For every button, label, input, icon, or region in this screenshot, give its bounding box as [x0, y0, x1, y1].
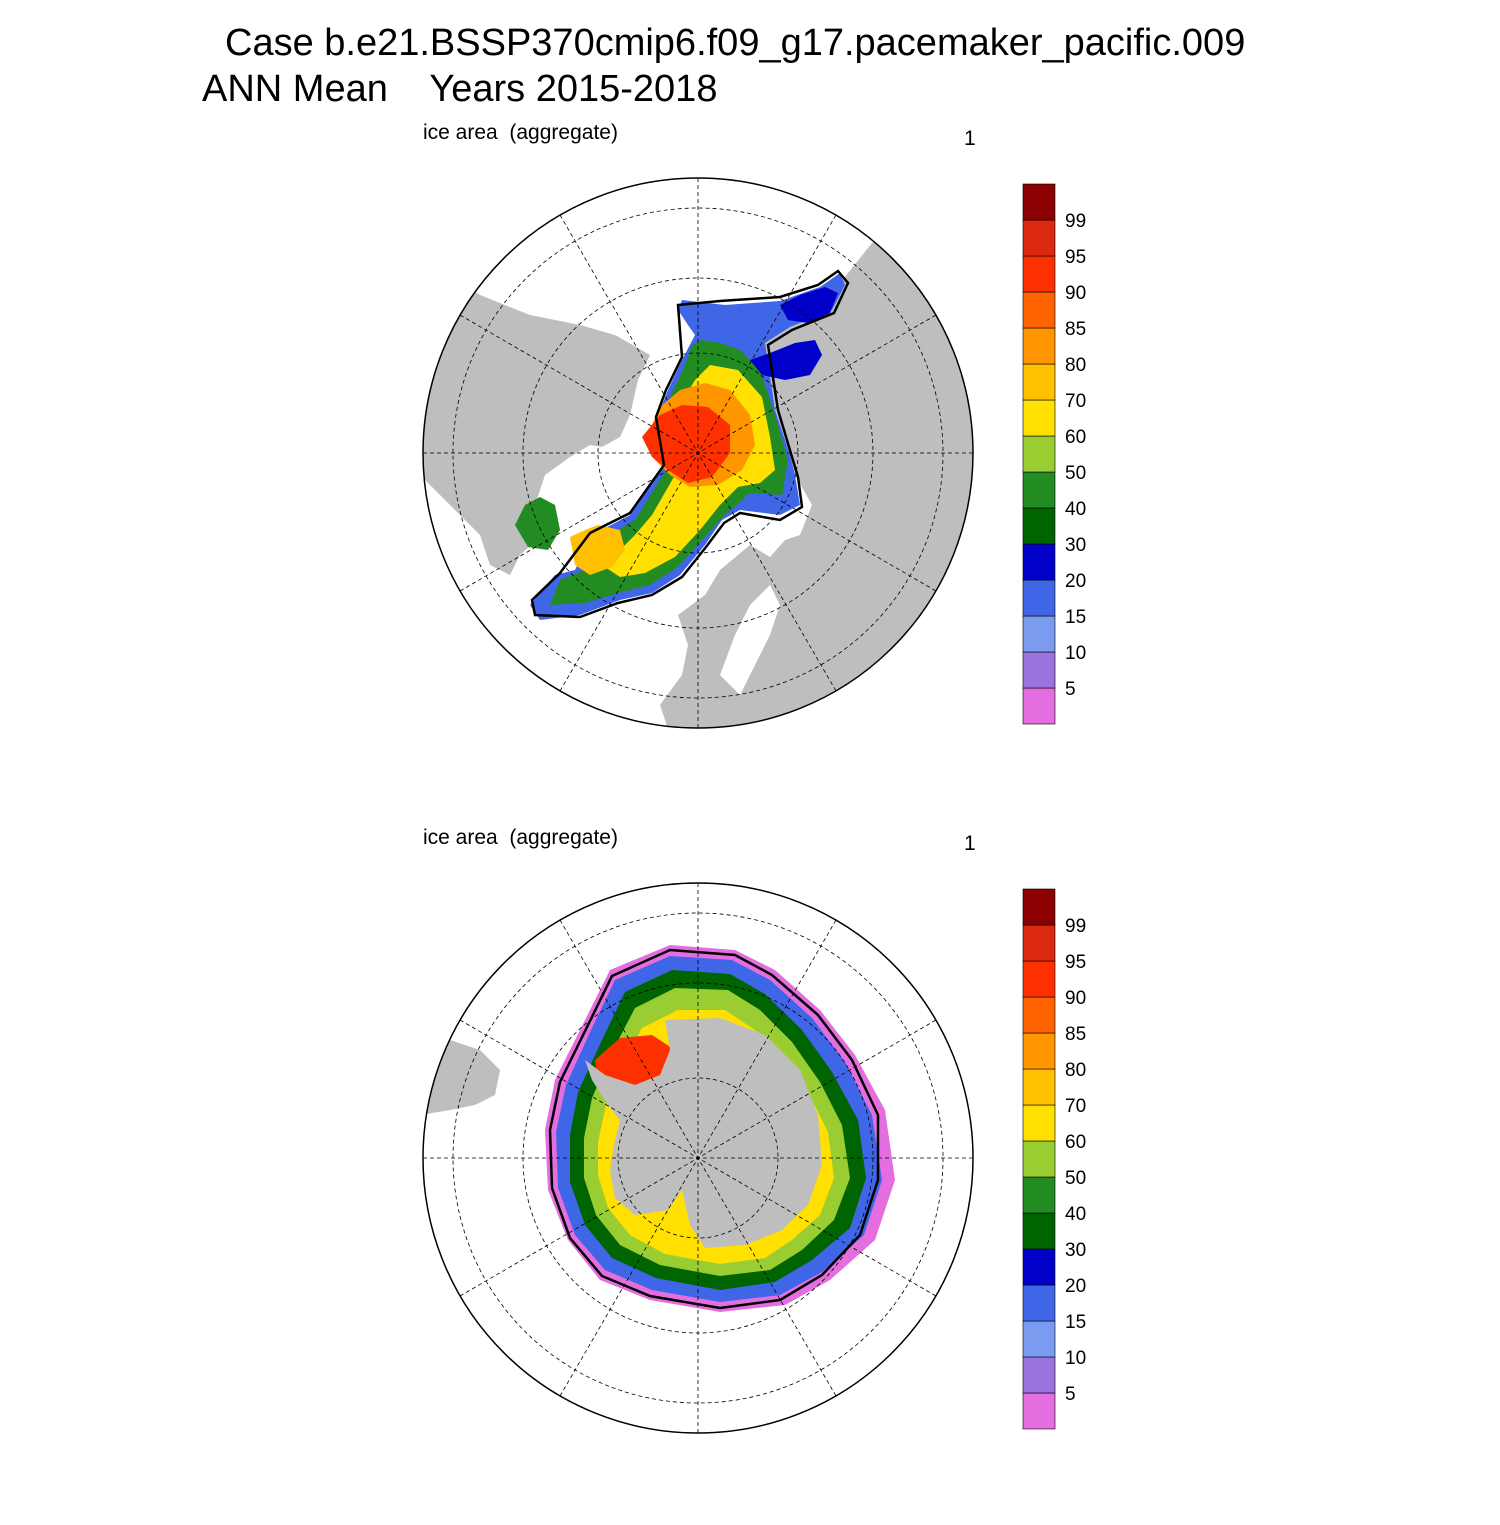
colorbar-label: 5: [1065, 1384, 1076, 1405]
panel-south-title: ice area (aggregate): [423, 826, 618, 849]
land-eurasia: [660, 230, 973, 728]
arctic-map: [422, 177, 974, 729]
panel-north-title: ice area (aggregate): [423, 121, 618, 144]
colorbar-label: 95: [1065, 952, 1086, 973]
graticule: [423, 178, 973, 728]
colorbar-box: [1022, 543, 1056, 581]
panel-north-units: 1: [964, 127, 976, 150]
colorbar-box: [1022, 1284, 1056, 1322]
colorbar-label: 95: [1065, 247, 1086, 268]
colorbar-box: [1022, 924, 1056, 962]
ice-okhotsk-sea: [780, 287, 838, 323]
colorbar-box: [1022, 1068, 1056, 1106]
colorbar-box: [1022, 1392, 1056, 1430]
colorbar-label: 50: [1065, 1168, 1086, 1189]
colorbar-label: 90: [1065, 283, 1086, 304]
panel-south: ice area (aggregate) 1: [0, 820, 1500, 1525]
colorbar-box: [1022, 1032, 1056, 1070]
colorbar-label: 10: [1065, 643, 1086, 664]
colorbar-label: 90: [1065, 988, 1086, 1009]
colorbar-label: 80: [1065, 355, 1086, 376]
colorbar-box: [1022, 363, 1056, 401]
colorbar-box: [1022, 1320, 1056, 1358]
ice-bering-sea: [750, 340, 822, 380]
colorbar-box: [1022, 435, 1056, 473]
colorbar-box: [1022, 291, 1056, 329]
colorbar-box: [1022, 327, 1056, 365]
figure-title-line1: Case b.e21.BSSP370cmip6.f09_g17.pacemake…: [225, 22, 1246, 64]
colorbar-south: 5 10 15 20 30 40 50 60 70 80 85 90 95 99: [1022, 888, 1086, 1430]
colorbar-box: [1022, 255, 1056, 293]
colorbar-label: 20: [1065, 571, 1086, 592]
colorbar-box: [1022, 219, 1056, 257]
colorbar-box: [1022, 1212, 1056, 1250]
colorbar-box: [1022, 1176, 1056, 1214]
land-scandinavia: [720, 585, 780, 695]
colorbar-label: 85: [1065, 319, 1086, 340]
colorbar-label: 99: [1065, 916, 1086, 937]
colorbar-box: [1022, 1356, 1056, 1394]
colorbar-label: 80: [1065, 1060, 1086, 1081]
colorbar-label: 30: [1065, 1240, 1086, 1261]
colorbar-north: 5 10 15 20 30 40 50 60 70 80 85 90 95 99: [1022, 183, 1086, 725]
graticule: [423, 883, 973, 1433]
colorbar-label: 30: [1065, 535, 1086, 556]
colorbar-box: [1022, 183, 1056, 221]
colorbar-label: 10: [1065, 1348, 1086, 1369]
colorbar-label: 85: [1065, 1024, 1086, 1045]
colorbar-box: [1022, 960, 1056, 998]
colorbar-box: [1022, 996, 1056, 1034]
colorbar-box: [1022, 687, 1056, 725]
colorbar-box: [1022, 1104, 1056, 1142]
colorbar-label: 15: [1065, 607, 1086, 628]
ice-extent-contour: [548, 948, 880, 1310]
colorbar-label: 40: [1065, 1204, 1086, 1225]
colorbar-box: [1022, 651, 1056, 689]
colorbar-label: 40: [1065, 499, 1086, 520]
ice-extent-contour: [530, 269, 850, 619]
colorbar-label: 70: [1065, 1096, 1086, 1117]
ice-baffin-bay: [570, 525, 625, 575]
colorbar-label: 70: [1065, 391, 1086, 412]
colorbar-box: [1022, 1248, 1056, 1286]
colorbar-label: 99: [1065, 211, 1086, 232]
colorbar-label: 15: [1065, 1312, 1086, 1333]
colorbar-box: [1022, 507, 1056, 545]
colorbar-label: 20: [1065, 1276, 1086, 1297]
colorbar-label: 50: [1065, 463, 1086, 484]
colorbar-box: [1022, 471, 1056, 509]
colorbar-label: 60: [1065, 427, 1086, 448]
colorbar-box: [1022, 615, 1056, 653]
colorbar-label: 5: [1065, 679, 1076, 700]
land-antarctica: [585, 1018, 822, 1248]
antarctic-map: [422, 882, 974, 1434]
land-north-america: [423, 255, 650, 575]
panel-north: ice area (aggregate) 1: [0, 115, 1500, 820]
colorbar-box: [1022, 399, 1056, 437]
colorbar-label: 60: [1065, 1132, 1086, 1153]
map-border: [422, 882, 974, 1434]
colorbar-box: [1022, 888, 1056, 926]
colorbar-box: [1022, 1140, 1056, 1178]
colorbar-box: [1022, 579, 1056, 617]
panel-south-units: 1: [964, 832, 976, 855]
figure-title-line2: ANN Mean Years 2015-2018: [202, 68, 718, 110]
map-border: [422, 177, 974, 729]
